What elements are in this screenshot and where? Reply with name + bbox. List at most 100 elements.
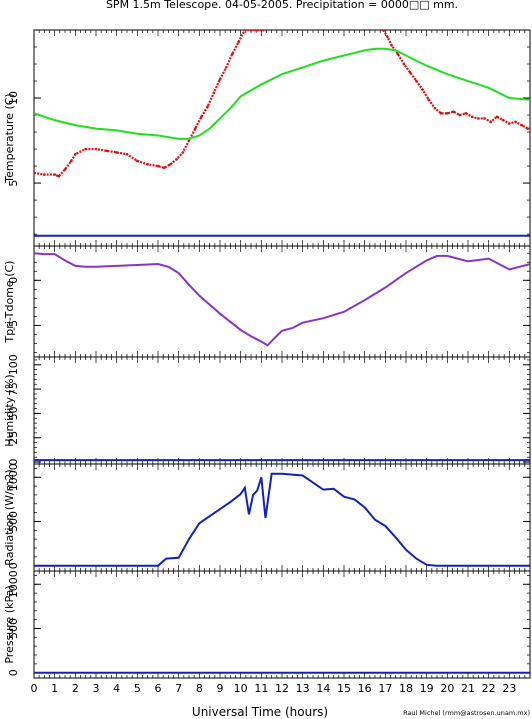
temperature-data-point bbox=[402, 62, 406, 66]
temperature-data-point bbox=[415, 79, 418, 83]
temperature-data-point bbox=[237, 40, 240, 44]
x-tick-label: 6 bbox=[155, 682, 162, 695]
temperature-data-point bbox=[94, 147, 98, 151]
temperature-data-point bbox=[212, 91, 216, 95]
temperature-series-red-1 bbox=[382, 30, 529, 130]
humidity-ytick-label: 100 bbox=[7, 354, 20, 375]
temperature-data-point bbox=[390, 44, 393, 47]
temperature-data-point bbox=[156, 164, 160, 168]
x-tick-label: 12 bbox=[275, 682, 289, 695]
x-tick-label: 23 bbox=[502, 682, 516, 695]
temperature-data-point bbox=[231, 52, 234, 56]
temperature-data-point bbox=[255, 30, 259, 32]
x-tick-label: 0 bbox=[31, 682, 38, 695]
tpri-tdome-axis-label: Tpri-Tdome (C) bbox=[3, 261, 16, 344]
temperature-data-point bbox=[74, 152, 77, 156]
pressure-axis-label: Pressure (kPa) bbox=[3, 585, 16, 663]
humidity-ytick-label: 0 bbox=[7, 459, 20, 466]
pressure-frame bbox=[33, 570, 531, 679]
temperature-data-point bbox=[526, 127, 530, 130]
temperature-data-point bbox=[249, 30, 253, 32]
temperature-data-point bbox=[408, 71, 412, 74]
temperature-data-point bbox=[396, 52, 400, 56]
humidity-ytick-label: 75 bbox=[7, 382, 20, 396]
x-tick-label: 8 bbox=[196, 682, 203, 695]
temperature-axis-label: Temperature (C) bbox=[3, 93, 16, 183]
temperature-series-green-2 bbox=[34, 47, 530, 140]
x-tick-label: 13 bbox=[296, 682, 310, 695]
tpri-tdome-ytick-label: -5 bbox=[7, 320, 20, 331]
temperature-data-point bbox=[136, 159, 139, 163]
radiation-ytick-label: 500 bbox=[7, 511, 20, 532]
x-tick-label: 15 bbox=[337, 682, 351, 695]
temperature-data-point bbox=[125, 152, 129, 156]
temperature-data-point bbox=[193, 127, 197, 130]
temperature-data-point bbox=[489, 120, 493, 124]
x-tick-label: 2 bbox=[72, 682, 79, 695]
x-tick-label: 22 bbox=[482, 682, 496, 695]
x-axis-label: Universal Time (hours) bbox=[192, 705, 328, 719]
x-axis-ticks: 0 1 2 3 4 5 6 7 8 9 10 11 12 13 14 15 16 17 18 19 20 21 22 23 bbox=[31, 682, 517, 695]
radiation-axis-label: Radiation (W/m2) bbox=[3, 469, 16, 565]
temperature-data-point bbox=[452, 110, 455, 113]
x-tick-label: 20 bbox=[440, 682, 454, 695]
x-tick-label: 1 bbox=[51, 682, 58, 695]
x-tick-label: 21 bbox=[461, 682, 475, 695]
temperature-data-point bbox=[115, 151, 118, 154]
temperature-data-point bbox=[200, 115, 203, 119]
temperature-data-point bbox=[243, 30, 247, 32]
temperature-data-point bbox=[84, 147, 87, 151]
pressure-ytick-label: 500 bbox=[7, 618, 20, 639]
temperature-ytick-label: 10 bbox=[7, 91, 20, 105]
pressure-ytick-label: 0 bbox=[7, 669, 20, 676]
temperature-data-point bbox=[181, 151, 185, 154]
radiation-ytick-label: 0 bbox=[7, 562, 20, 569]
tpri-tdome-frame bbox=[33, 245, 531, 358]
temperature-data-point bbox=[146, 163, 149, 166]
temperature-data-point bbox=[470, 115, 474, 119]
temperature-data-point bbox=[464, 112, 468, 115]
temperature-data-point bbox=[53, 173, 56, 176]
temperature-data-point bbox=[421, 88, 424, 91]
radiation-series-group bbox=[34, 472, 530, 567]
humidity-ytick-label: 50 bbox=[7, 406, 20, 420]
temperature-data-point bbox=[206, 105, 209, 108]
temperature-series-group bbox=[34, 30, 530, 237]
temperature-data-point bbox=[69, 159, 73, 163]
temperature-data-point bbox=[262, 30, 265, 32]
tpri-tdome-series-purple-0 bbox=[34, 252, 530, 347]
x-tick-label: 16 bbox=[358, 682, 372, 695]
temperature-data-point bbox=[386, 35, 389, 39]
temperature-frame bbox=[33, 29, 531, 247]
radiation-series-blue-0 bbox=[34, 472, 530, 567]
temperature-data-point bbox=[514, 120, 517, 124]
temperature-series-red-0 bbox=[34, 30, 264, 178]
temperature-data-point bbox=[501, 118, 505, 122]
temperature-data-point bbox=[105, 149, 108, 153]
temperature-data-point bbox=[43, 173, 46, 176]
x-tick-label: 17 bbox=[378, 682, 392, 695]
temperature-data-point bbox=[446, 112, 449, 115]
credit-text: Raul Michel (rmm@astrosen.unam.mx) bbox=[403, 709, 530, 717]
temperature-data-point bbox=[508, 122, 511, 125]
humidity-axis-label: Humidity (%) bbox=[3, 374, 16, 446]
temperature-data-point bbox=[381, 30, 385, 32]
figure-title: SPM 1.5m Telescope. 04-05-2005. Precipit… bbox=[106, 0, 458, 11]
temperature-data-point bbox=[218, 78, 222, 81]
x-tick-label: 7 bbox=[175, 682, 182, 695]
x-tick-label: 14 bbox=[316, 682, 330, 695]
pressure-ytick-label: 1000 bbox=[7, 570, 20, 598]
temperature-data-point bbox=[224, 66, 228, 69]
temperature-data-point bbox=[57, 174, 61, 178]
humidity-frame bbox=[33, 356, 531, 465]
temperature-data-point bbox=[34, 171, 36, 175]
temperature-data-point bbox=[477, 117, 480, 120]
radiation-ytick-label: 1000 bbox=[7, 463, 20, 491]
temperature-data-point bbox=[162, 166, 166, 170]
temperature-data-point bbox=[439, 112, 443, 115]
